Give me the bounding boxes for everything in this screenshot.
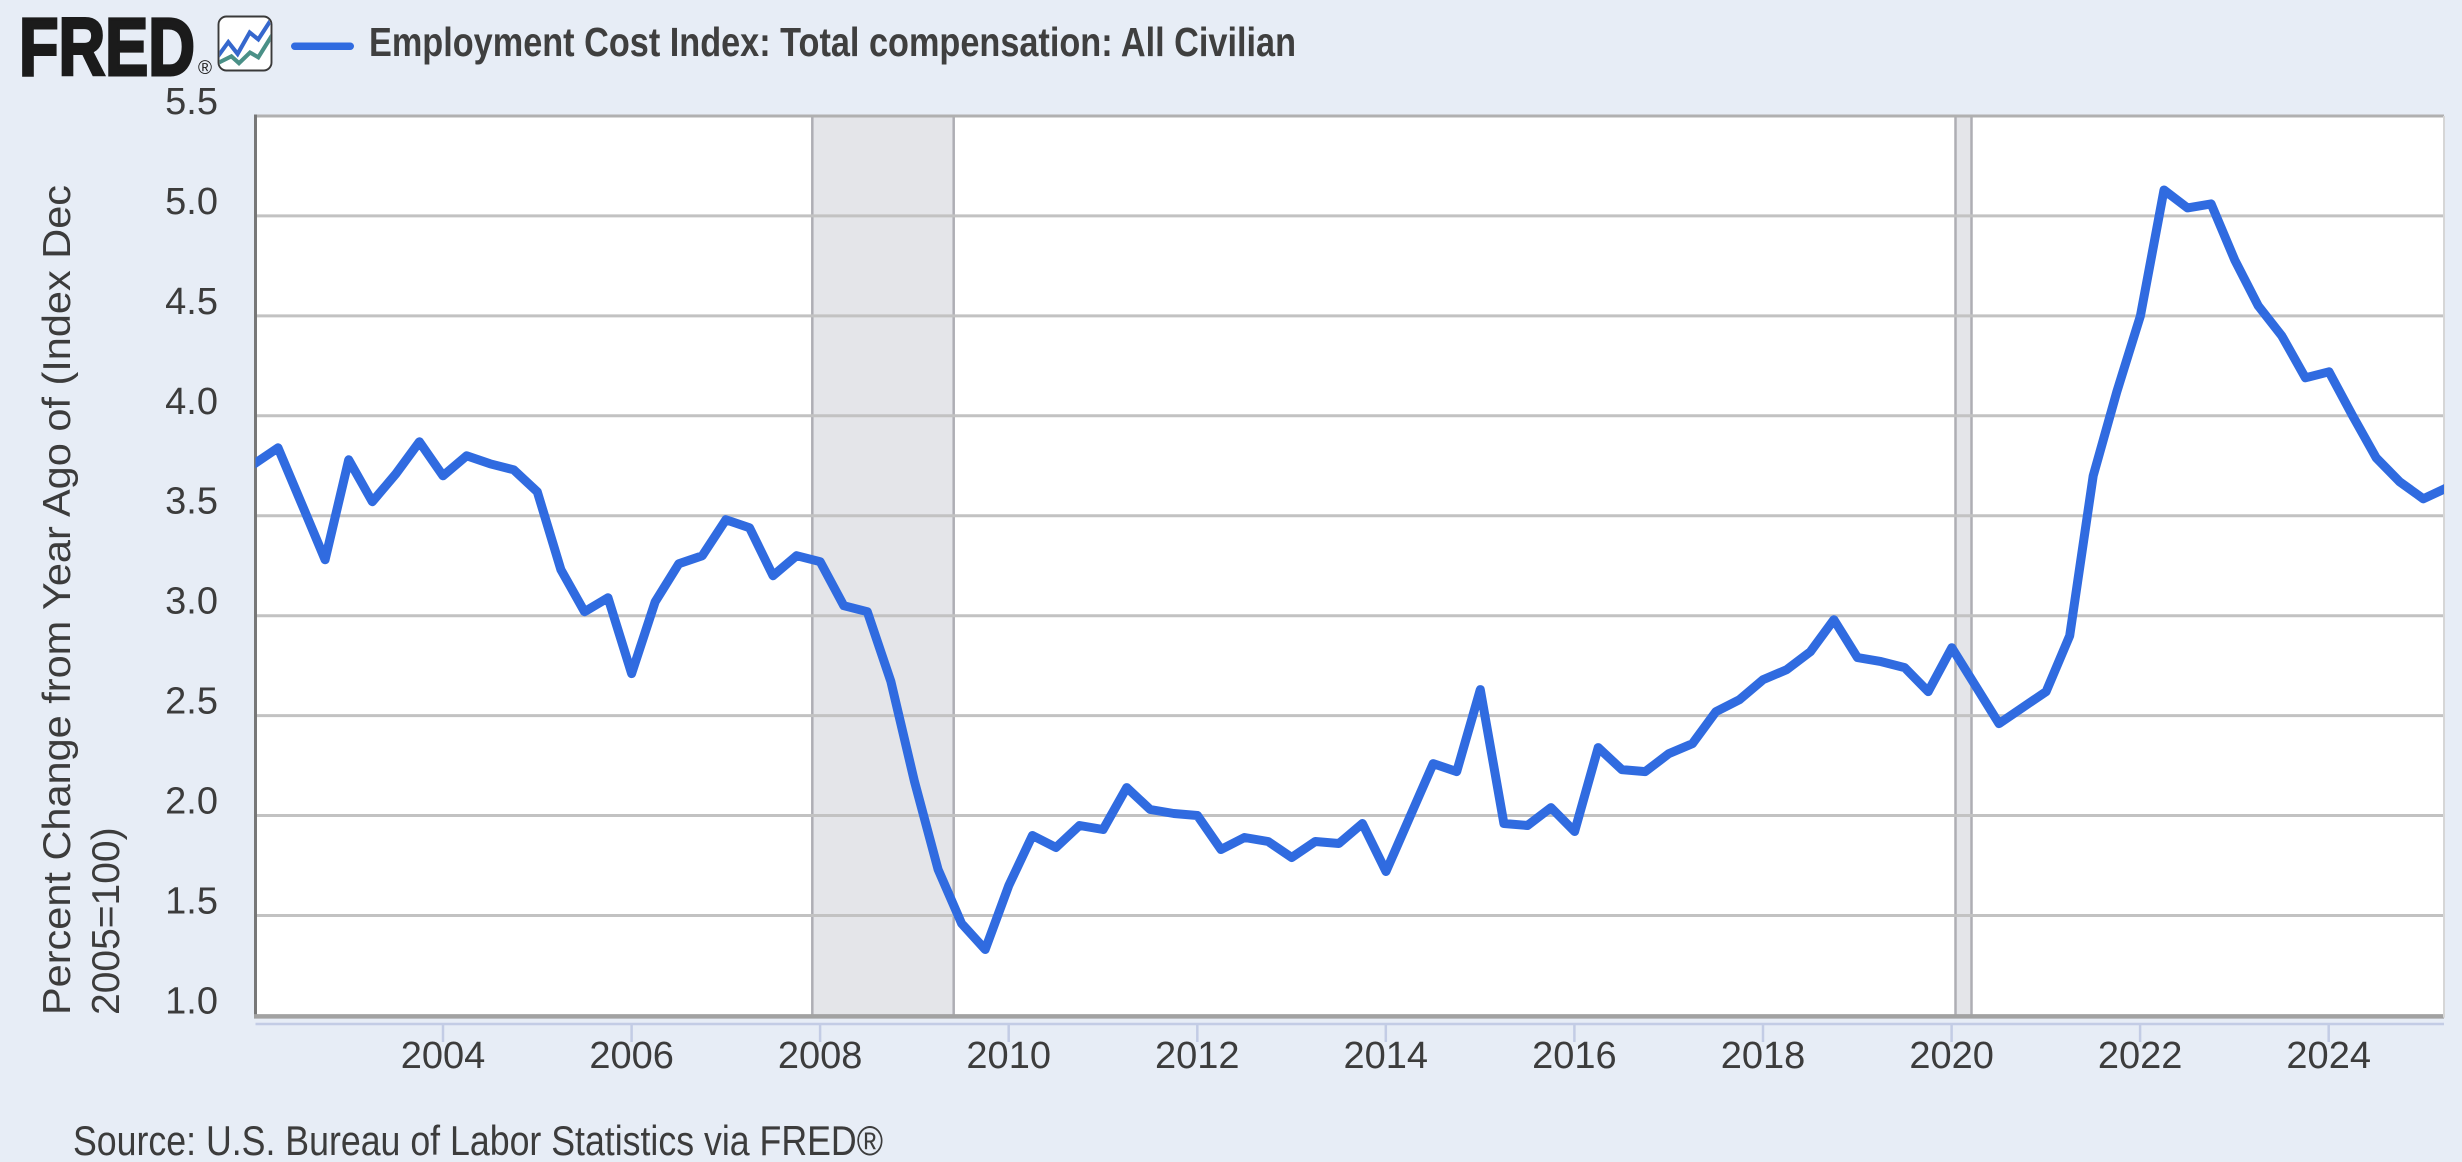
svg-text:2024: 2024 [2286,1035,2371,1077]
svg-text:Employment Cost Index: Total c: Employment Cost Index: Total compensatio… [369,19,1296,65]
svg-text:5.5: 5.5 [165,81,218,123]
svg-text:4.0: 4.0 [165,381,218,423]
svg-text:2010: 2010 [966,1035,1051,1077]
svg-text:1.5: 1.5 [165,881,218,923]
svg-text:Percent Change from Year Ago o: Percent Change from Year Ago of (Index D… [36,185,79,1015]
svg-text:3.0: 3.0 [165,581,218,623]
svg-text:2004: 2004 [401,1035,486,1077]
svg-text:2012: 2012 [1155,1035,1240,1077]
svg-text:Source: U.S. Bureau of Labor S: Source: U.S. Bureau of Labor Statistics … [73,1117,883,1162]
svg-text:2005=100): 2005=100) [85,827,128,1015]
svg-text:1.0: 1.0 [165,980,218,1022]
svg-text:3.5: 3.5 [165,481,218,523]
svg-text:2014: 2014 [1344,1035,1429,1077]
svg-text:2008: 2008 [778,1035,863,1077]
svg-text:5.0: 5.0 [165,181,218,223]
svg-text:2022: 2022 [2098,1035,2183,1077]
svg-text:2018: 2018 [1721,1035,1806,1077]
svg-text:2.0: 2.0 [165,781,218,823]
svg-text:4.5: 4.5 [165,281,218,323]
svg-text:FRED: FRED [19,2,195,93]
svg-text:®: ® [198,58,212,79]
svg-text:2006: 2006 [589,1035,674,1077]
svg-text:2.5: 2.5 [165,681,218,723]
svg-text:2016: 2016 [1532,1035,1617,1077]
svg-text:2020: 2020 [1909,1035,1994,1077]
